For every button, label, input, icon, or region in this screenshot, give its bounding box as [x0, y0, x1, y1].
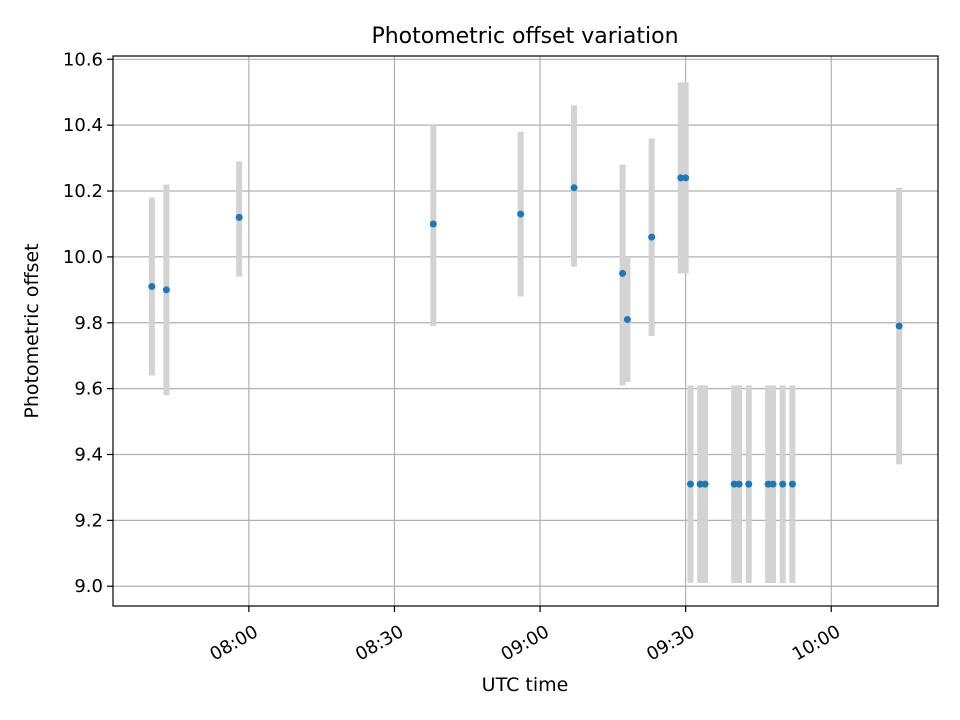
data-point	[162, 286, 170, 294]
y-tick-label: 9.6	[74, 379, 103, 400]
plot-area-frame	[112, 55, 939, 607]
data-point	[696, 480, 704, 488]
y-tick-label: 9.2	[74, 510, 103, 531]
data-point	[730, 480, 738, 488]
chart-title: Photometric offset variation	[371, 24, 678, 49]
data-point	[895, 322, 903, 330]
data-point	[623, 315, 631, 323]
data-point	[570, 184, 578, 192]
x-axis-label: UTC time	[482, 674, 569, 696]
plot-area-background	[113, 56, 938, 606]
data-point	[769, 480, 777, 488]
data-point	[701, 480, 709, 488]
data-point	[687, 480, 694, 488]
y-tick-label: 10.2	[63, 181, 103, 202]
y-tick-label: 9.4	[74, 445, 103, 466]
data-point	[677, 174, 685, 182]
y-tick-label: 10.0	[63, 247, 103, 268]
y-tick-label: 9.8	[74, 313, 103, 334]
data-point	[745, 480, 753, 488]
data-point	[682, 174, 690, 182]
data-point	[788, 480, 796, 488]
data-points	[148, 174, 903, 488]
y-tick-label: 10.4	[63, 115, 103, 136]
grid-lines	[113, 56, 938, 606]
y-axis-label: Photometric offset	[21, 243, 43, 418]
data-point	[648, 233, 656, 241]
data-point	[148, 283, 156, 291]
data-point	[735, 480, 743, 488]
y-tick-label: 10.6	[63, 49, 103, 70]
data-point	[619, 269, 627, 277]
data-point	[235, 213, 243, 221]
data-point	[764, 480, 772, 488]
data-point	[429, 220, 437, 228]
data-point	[779, 480, 787, 488]
data-point	[517, 210, 525, 218]
y-tick-label: 9.0	[74, 576, 103, 597]
